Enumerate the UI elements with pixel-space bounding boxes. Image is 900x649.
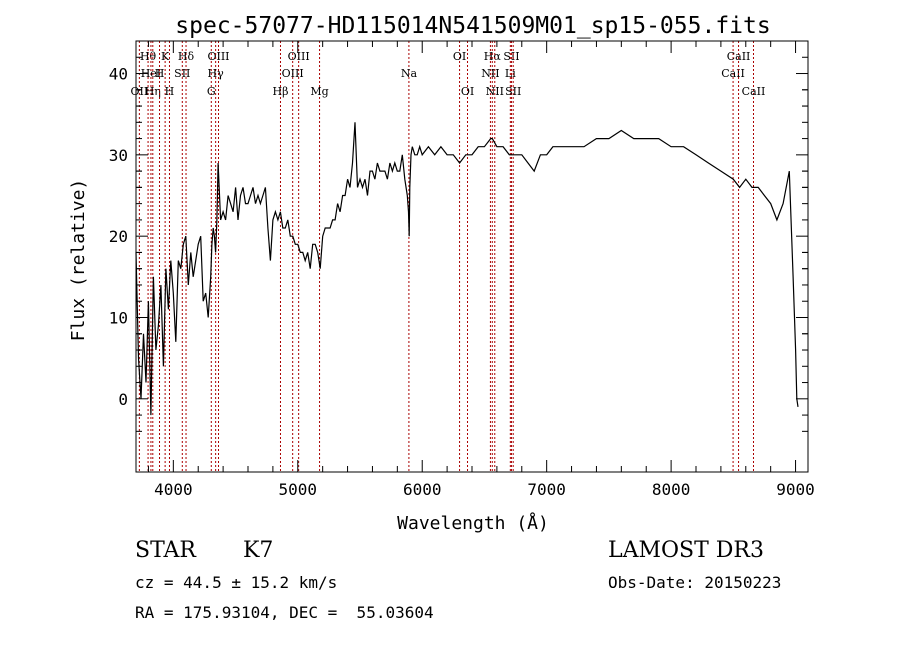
- subclass-label: K7: [243, 538, 274, 563]
- line-label-15: Mg: [310, 85, 328, 98]
- y-tick-label-10: 10: [109, 308, 128, 327]
- line-label-16: Na: [401, 67, 418, 80]
- y-tick-label-30: 30: [109, 146, 128, 165]
- line-label-0: Hθ: [140, 50, 157, 63]
- plot-frame: [135, 40, 809, 473]
- line-label-5: K: [161, 50, 170, 63]
- redshift-label: cz = 44.5 ± 15.2 km/s: [135, 573, 338, 592]
- y-tick-label-40: 40: [109, 65, 128, 84]
- y-axis-label: Flux (relative): [68, 179, 89, 342]
- line-label-4: H: [155, 67, 165, 80]
- line-label-1: OII: [131, 85, 149, 98]
- line-label-27: CaII: [742, 85, 766, 98]
- line-label-6: H: [165, 85, 175, 98]
- obs-date-label: Obs-Date: 20150223: [608, 573, 782, 592]
- y-tick-label-20: 20: [109, 227, 128, 246]
- line-label-18: OI: [461, 85, 474, 98]
- line-label-26: CaII: [727, 50, 751, 63]
- line-label-11: G: [207, 85, 216, 98]
- y-tick-label-0: 0: [118, 390, 128, 409]
- x-tick-label-8000: 8000: [652, 480, 691, 499]
- class-label: STAR: [135, 538, 196, 563]
- line-label-25: CaII: [721, 67, 745, 80]
- x-tick-label-7000: 7000: [527, 480, 566, 499]
- x-tick-label-9000: 9000: [776, 480, 815, 499]
- x-tick-label-6000: 6000: [403, 480, 442, 499]
- radec-label: RA = 175.93104, DEC = 55.03604: [135, 603, 434, 622]
- x-axis-label: Wavelength (Å): [397, 512, 549, 534]
- line-label-3: Hη: [145, 85, 161, 98]
- x-tick-label-5000: 5000: [279, 480, 318, 499]
- chart-title: spec-57077-HD115014N541509M01_sp15-055.f…: [175, 13, 770, 39]
- line-label-14: OIII: [288, 50, 310, 63]
- line-label-12: Hβ: [273, 85, 289, 98]
- line-label-21: NII: [486, 85, 504, 98]
- line-label-19: Hα: [484, 50, 502, 63]
- line-label-17: OI: [453, 50, 466, 63]
- spectrum-series-line: [135, 122, 799, 416]
- line-label-7: SII: [174, 67, 190, 80]
- line-label-23: Li: [505, 67, 516, 80]
- survey-label: LAMOST DR3: [608, 538, 764, 563]
- line-label-8: Hδ: [178, 50, 195, 63]
- line-label-2: HeI: [141, 67, 161, 80]
- line-label-10: Hγ: [208, 67, 225, 80]
- line-label-24: SII: [505, 85, 521, 98]
- line-label-13: OIII: [282, 67, 304, 80]
- line-label-20: NII: [481, 67, 499, 80]
- line-label-22: SII: [503, 50, 519, 63]
- line-label-9: OIII: [207, 50, 229, 63]
- x-tick-label-4000: 4000: [154, 480, 193, 499]
- axes: 4000 5000 6000 7000 8000 9000 0 10 20 30 40: [109, 41, 815, 499]
